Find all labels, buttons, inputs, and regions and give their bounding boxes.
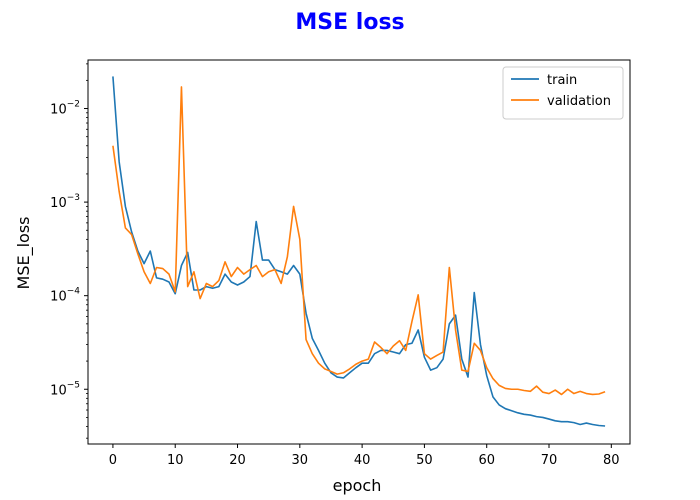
legend-box: [502, 66, 624, 120]
x-tick-label: 30: [292, 453, 309, 468]
y-tick-label: 10−3: [50, 193, 80, 211]
y-tick-base: 10: [50, 196, 67, 211]
legend-label-train: train: [547, 73, 577, 88]
y-tick-exponent: −5: [67, 380, 80, 390]
y-tick-base: 10: [50, 103, 67, 118]
x-tick-label: 80: [603, 453, 620, 468]
x-tick-label: 70: [541, 453, 558, 468]
y-tick-exponent: −4: [67, 287, 81, 297]
x-tick-label: 0: [109, 453, 117, 468]
x-tick-label: 40: [354, 453, 371, 468]
y-tick-exponent: −2: [67, 100, 80, 110]
plot-lines: [112, 76, 606, 427]
y-tick-exponent: −3: [67, 193, 80, 203]
y-tick-label: 10−4: [50, 287, 80, 305]
x-axis-ticks: 0 10 20 30 40 50 60 70 80: [109, 444, 620, 468]
chart-title: MSE loss: [295, 10, 404, 35]
y-axis-ticks: 10−510−410−310−2: [50, 63, 88, 439]
y-tick-base: 10: [50, 383, 67, 398]
series-line-validation: [112, 86, 606, 396]
legend: train validation: [502, 66, 624, 120]
x-tick-label: 60: [478, 453, 495, 468]
x-tick-label: 10: [167, 453, 184, 468]
series-line-train: [112, 76, 606, 427]
x-tick-label: 20: [229, 453, 246, 468]
x-tick-label: 50: [416, 453, 433, 468]
y-axis-label: MSE_loss: [14, 217, 34, 290]
y-tick-label: 10−2: [50, 100, 80, 118]
y-tick-base: 10: [50, 290, 67, 305]
legend-label-validation: validation: [547, 94, 611, 109]
y-tick-label: 10−5: [50, 380, 80, 398]
axes-frame: [87, 59, 631, 445]
x-axis-label: epoch: [333, 476, 382, 495]
